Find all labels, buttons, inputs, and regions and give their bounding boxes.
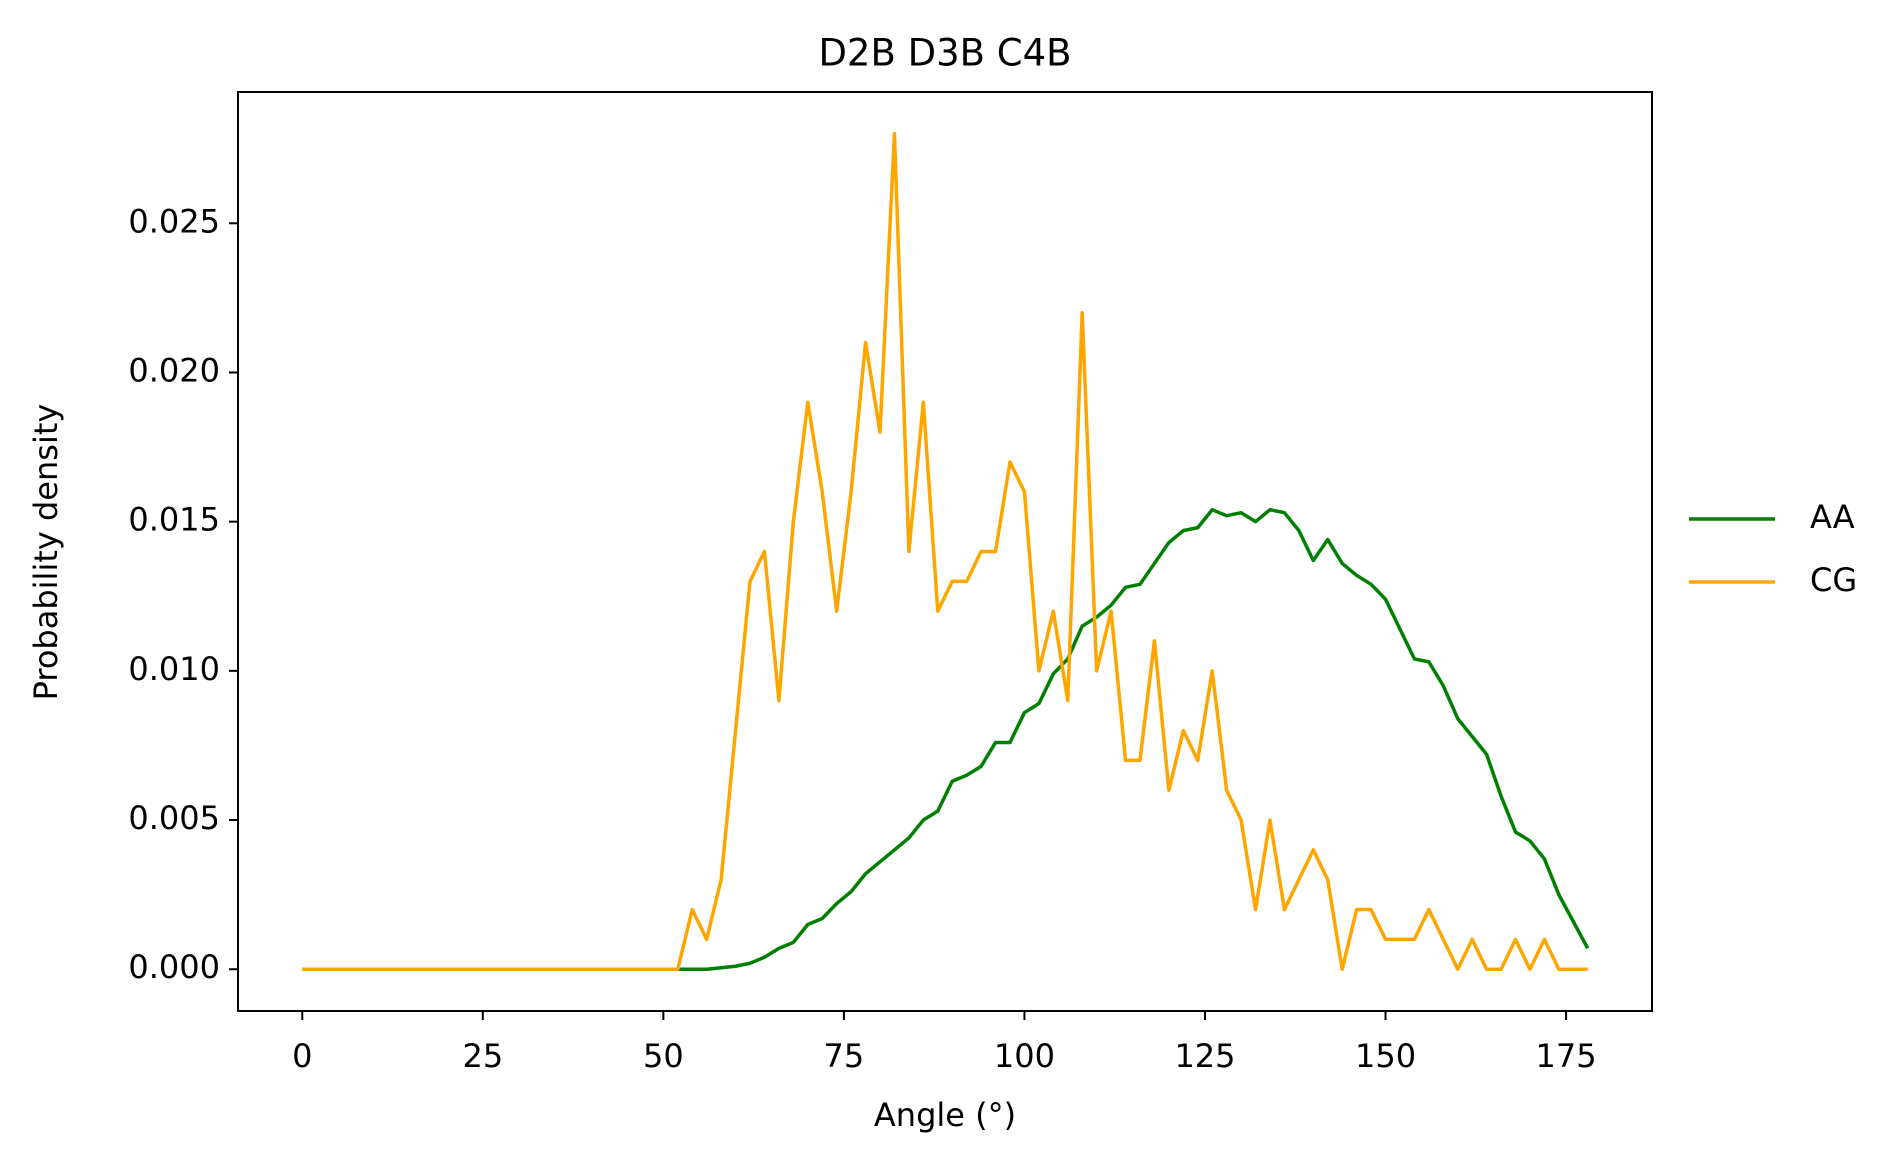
x-tick-label: 25 [462,1037,503,1075]
plot-frame [237,91,1653,1012]
x-tick-label: 175 [1536,1037,1597,1075]
y-axis-label: Probability density [27,404,65,701]
x-tick-label: 0 [292,1037,312,1075]
y-tick-label: 0.025 [128,202,220,240]
y-tick-label: 0.000 [128,948,220,986]
x-tick-label: 75 [824,1037,865,1075]
chart-title: D2B D3B C4B [818,32,1071,75]
series-line [302,132,1588,971]
legend-label: CG [1810,561,1857,599]
x-tick-label: 100 [994,1037,1055,1075]
legend-label: AA [1810,498,1855,536]
y-tick-label: 0.020 [128,351,220,389]
x-tick-label: 50 [643,1037,684,1075]
y-tick-label: 0.010 [128,650,220,688]
y-tick-label: 0.015 [128,501,220,539]
x-tick-label: 125 [1174,1037,1235,1075]
x-axis-label: Angle (°) [874,1096,1016,1134]
y-tick-label: 0.005 [128,799,220,837]
x-tick-label: 150 [1355,1037,1416,1075]
